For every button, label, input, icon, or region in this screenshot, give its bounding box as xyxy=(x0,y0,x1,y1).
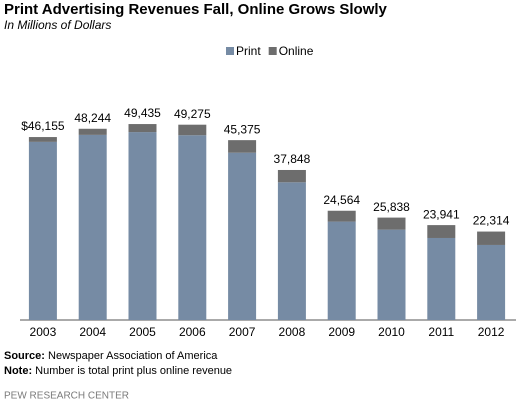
bar-segment xyxy=(78,128,107,135)
bar-segment xyxy=(477,231,506,245)
total-label: 24,564 xyxy=(323,193,360,207)
source-label: Source: xyxy=(4,350,45,362)
note: Note: Number is total print plus online … xyxy=(4,365,232,377)
x-tick-label: 2004 xyxy=(79,325,106,339)
chart-title: Print Advertising Revenues Fall, Online … xyxy=(4,1,388,18)
x-tick-label: 2007 xyxy=(229,325,256,339)
total-label: 22,314 xyxy=(473,214,510,228)
source: Source: Newspaper Association of America xyxy=(4,350,218,362)
x-tick-label: 2008 xyxy=(279,325,306,339)
bar-segment xyxy=(28,141,57,320)
total-label: 49,435 xyxy=(124,106,161,120)
x-tick-label: 2005 xyxy=(129,325,156,339)
bar-segment xyxy=(277,182,306,320)
bar-segment xyxy=(228,140,257,153)
total-label: $46,155 xyxy=(21,119,65,133)
bar-segment xyxy=(477,244,506,320)
bar-segment xyxy=(178,124,207,136)
total-label: 49,275 xyxy=(174,107,211,121)
bar-segment xyxy=(228,152,257,320)
bar-segment xyxy=(277,169,306,183)
x-tick-label: 2006 xyxy=(179,325,206,339)
note-label: Note: xyxy=(4,365,32,377)
bar-segment xyxy=(377,229,406,320)
bar-segment xyxy=(327,221,356,320)
bar-segment xyxy=(427,225,456,238)
chart-subtitle: In Millions of Dollars xyxy=(4,18,111,32)
x-tick-label: 2003 xyxy=(30,325,57,339)
bar-segment xyxy=(377,217,406,230)
bar-segment xyxy=(178,135,207,320)
bar-segment xyxy=(128,132,157,320)
bar-segment xyxy=(128,124,157,133)
total-label: 37,848 xyxy=(274,152,311,166)
legend-label: Print xyxy=(236,44,261,58)
source-text: Newspaper Association of America xyxy=(48,350,218,362)
x-tick-label: 2009 xyxy=(328,325,355,339)
note-text: Number is total print plus online revenu… xyxy=(35,365,232,377)
bar-segment xyxy=(78,134,107,320)
bar-segment xyxy=(327,210,356,222)
x-tick-label: 2011 xyxy=(428,325,454,339)
x-tick-label: 2010 xyxy=(378,325,405,339)
total-label: 23,941 xyxy=(423,207,460,221)
legend-swatch xyxy=(268,47,277,55)
total-label: 48,244 xyxy=(74,111,111,125)
credit: PEW RESEARCH CENTER xyxy=(4,391,129,402)
legend-swatch xyxy=(226,47,234,55)
x-tick-label: 2012 xyxy=(478,325,505,339)
total-label: 25,838 xyxy=(373,200,410,214)
total-label: 45,375 xyxy=(224,122,261,136)
legend-label: Online xyxy=(279,44,314,58)
bar-segment xyxy=(28,137,57,142)
bar-segment xyxy=(427,237,456,320)
